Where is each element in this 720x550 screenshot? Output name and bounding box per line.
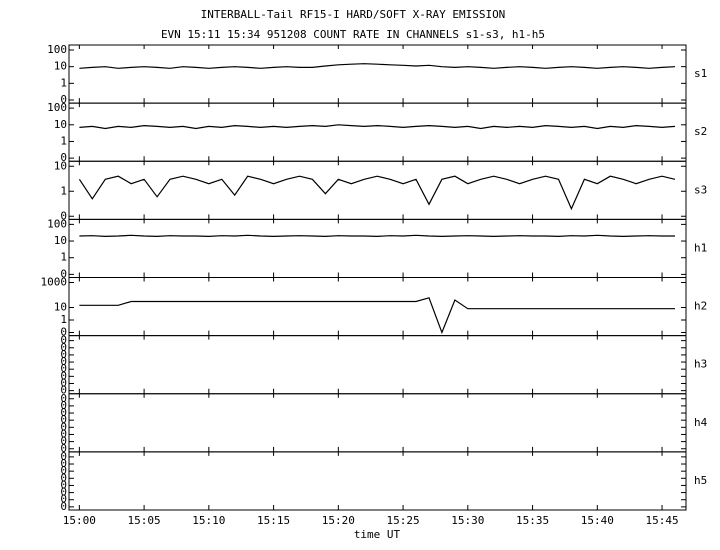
y-tick-label: 10 [54,301,67,314]
y-tick-label: 100 [47,217,67,230]
panel-label: s2 [694,125,707,138]
y-tick-label: 0 [60,500,67,513]
y-tick-label: 10 [54,234,67,247]
y-tick-label: 1 [60,313,67,326]
y-tick-label: 10 [54,118,67,131]
x-tick-label: 15:40 [581,514,614,527]
y-tick-label: 0 [60,478,67,491]
y-tick-label: 0 [60,392,67,405]
y-tick-label: 0 [60,406,67,419]
data-line [79,124,676,130]
y-tick-label: 100 [47,101,67,114]
x-axis-label: time UT [354,528,401,541]
panel-label: h4 [694,416,708,429]
y-tick-label: 0 [60,341,67,354]
data-line [78,175,676,211]
x-tick-label: 15:20 [322,514,355,527]
panel-label: h2 [694,300,707,313]
y-tick-label: 0 [60,413,67,426]
x-tick-label: 15:15 [257,514,290,527]
x-tick-label: 15:35 [516,514,549,527]
y-tick-label: 1 [60,134,67,147]
x-tick-label: 15:05 [128,514,161,527]
y-tick-label: 0 [60,464,67,477]
chart-subtitle: EVN 15:11 15:34 951208 COUNT RATE IN CHA… [161,28,545,41]
y-tick-label: 0 [60,362,67,375]
y-tick-label: 1000 [41,276,68,289]
y-tick-label: 0 [60,151,67,164]
panel-label: h3 [694,358,707,371]
y-tick-label: 0 [60,93,67,106]
y-tick-label: 0 [60,442,67,455]
y-tick-label: 0 [60,450,67,463]
y-tick-label: 10 [54,159,67,172]
y-tick-label: 1 [60,76,67,89]
panel-label: s3 [694,183,707,196]
y-tick-label: 0 [60,471,67,484]
data-line [79,297,675,335]
data-line [79,63,676,69]
y-tick-label: 0 [60,486,67,499]
y-tick-label: 0 [60,267,67,280]
chart-title: INTERBALL-Tail RF15-I HARD/SOFT X-RAY EM… [201,8,506,21]
y-tick-label: 0 [60,384,67,397]
x-tick-label: 15:45 [645,514,678,527]
panel-label: h5 [694,474,707,487]
y-tick-label: 0 [60,493,67,506]
y-tick-label: 0 [60,334,67,347]
data-line [79,234,675,238]
y-tick-label: 0 [60,376,67,389]
y-tick-label: 0 [60,209,67,222]
x-tick-label: 15:10 [192,514,225,527]
y-tick-label: 0 [60,457,67,470]
y-tick-label: 0 [60,420,67,433]
panel-label: h1 [694,241,707,254]
y-tick-label: 0 [60,326,67,339]
x-tick-label: 15:00 [63,514,96,527]
y-tick-label: 0 [60,348,67,361]
panel-label: s1 [694,67,707,80]
y-tick-label: 0 [60,355,67,368]
y-tick-label: 10 [54,60,67,73]
y-tick-label: 0 [60,435,67,448]
y-tick-label: 0 [60,427,67,440]
y-tick-label: 0 [60,399,67,412]
x-tick-label: 15:25 [387,514,420,527]
y-tick-label: 1 [60,184,67,197]
y-tick-label: 0 [60,369,67,382]
y-tick-label: 1 [60,251,67,264]
x-tick-label: 15:30 [451,514,484,527]
y-tick-label: 100 [47,43,67,56]
panel-frame [68,451,687,511]
